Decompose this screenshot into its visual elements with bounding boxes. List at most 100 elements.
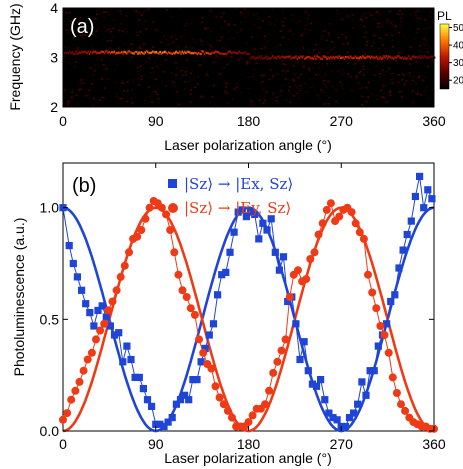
heatmap-line-pixel	[88, 52, 91, 55]
heatmap-line-pixel	[395, 56, 398, 59]
data-point-square	[391, 291, 399, 299]
data-point-square	[143, 396, 152, 404]
heatmap-noise-pixel	[102, 64, 105, 66]
heatmap-noise-pixel	[124, 28, 127, 30]
heatmap-line-pixel	[388, 55, 390, 58]
colorbar-tick-label: 50	[453, 23, 463, 34]
heatmap-line-pixel	[416, 56, 419, 59]
data-point-square	[350, 409, 358, 417]
heatmap-noise-pixel	[131, 79, 134, 81]
heatmap-line-pixel	[406, 57, 409, 60]
data-point-square	[172, 400, 180, 408]
data-point-circle	[294, 266, 302, 275]
heatmap-noise-pixel	[71, 97, 74, 100]
data-point-square	[345, 414, 354, 422]
heatmap-noise-pixel	[283, 17, 286, 20]
data-point-circle	[199, 348, 208, 357]
data-point-circle	[133, 232, 142, 241]
heatmap-noise-pixel	[75, 48, 78, 51]
data-point-square	[308, 380, 316, 388]
heatmap-line-pixel	[310, 57, 312, 60]
heatmap-noise-pixel	[357, 82, 360, 85]
heatmap-noise-pixel	[391, 23, 394, 25]
heatmap-line-pixel	[160, 52, 163, 55]
data-point-square	[185, 396, 193, 404]
heatmap-line-pixel	[252, 56, 254, 59]
heatmap-noise-pixel	[419, 50, 422, 53]
heatmap-noise-pixel	[237, 59, 240, 61]
heatmap-line-pixel	[420, 56, 422, 60]
heatmap-noise-pixel	[391, 78, 394, 81]
heatmap-line-pixel	[318, 56, 321, 59]
data-point-square	[238, 206, 246, 214]
heatmap-line-pixel	[376, 57, 379, 60]
heatmap-line-pixel	[193, 51, 196, 54]
heatmap-noise-pixel	[289, 29, 292, 32]
heatmap-line-pixel	[305, 56, 307, 59]
heatmap-noise-pixel	[301, 33, 304, 36]
heatmap-line-pixel	[411, 56, 414, 59]
heatmap-noise-pixel	[251, 102, 254, 104]
heatmap-noise-pixel	[107, 78, 110, 81]
data-point-square	[119, 358, 127, 366]
heatmap-noise-pixel	[298, 89, 301, 92]
heatmap-noise-pixel	[184, 80, 187, 83]
heatmap-noise-pixel	[112, 27, 115, 30]
heatmap-noise-pixel	[284, 71, 287, 74]
panel-b-x-tick-label: 90	[148, 436, 164, 452]
heatmap-line-pixel	[196, 53, 198, 56]
heatmap-noise-pixel	[287, 89, 290, 92]
data-point-circle	[162, 210, 171, 219]
heatmap-noise-pixel	[381, 25, 384, 27]
heatmap-noise-pixel	[136, 31, 139, 33]
heatmap-noise-pixel	[363, 12, 366, 15]
heatmap-noise-pixel	[299, 88, 302, 90]
heatmap-noise-pixel	[359, 70, 362, 73]
heatmap-noise-pixel	[95, 35, 98, 38]
heatmap-noise-pixel	[190, 89, 193, 91]
heatmap-line-pixel	[203, 53, 206, 56]
heatmap-noise-pixel	[154, 91, 157, 93]
data-point-square	[255, 235, 263, 243]
heatmap-noise-pixel	[147, 8, 150, 10]
heatmap-noise-pixel	[424, 18, 427, 21]
heatmap-noise-pixel	[325, 39, 328, 41]
heatmap-line-pixel	[294, 56, 296, 59]
data-point-circle	[174, 270, 183, 279]
heatmap-line-pixel	[373, 56, 375, 59]
heatmap-noise-pixel	[341, 18, 344, 21]
panel-b-y-tick-label: 0.5	[40, 311, 60, 327]
heatmap-noise-pixel	[191, 23, 193, 25]
heatmap-noise-pixel	[103, 11, 105, 13]
heatmap-noise-pixel	[147, 86, 150, 88]
heatmap-noise-pixel	[327, 32, 330, 35]
heatmap-line-pixel	[151, 50, 154, 53]
heatmap-line-pixel	[430, 55, 432, 58]
data-point-circle	[92, 335, 100, 344]
heatmap-line-pixel	[218, 52, 221, 55]
data-point-square	[263, 226, 271, 234]
heatmap-noise-pixel	[152, 46, 155, 48]
heatmap-noise-pixel	[321, 79, 324, 82]
heatmap-line-pixel	[66, 51, 69, 54]
data-point-circle	[380, 331, 389, 339]
panel-b-x-axis-label: Laser polarization angle (°)	[164, 450, 331, 466]
heatmap-noise-pixel	[414, 91, 417, 94]
heatmap-noise-pixel	[410, 13, 412, 16]
heatmap-noise-pixel	[149, 95, 152, 98]
data-point-circle	[178, 286, 187, 295]
data-point-circle	[376, 322, 385, 330]
panel-a: (a) 2 3 4 0 90 180 270 360 Laser polarization …	[7, 0, 463, 153]
heatmap-noise-pixel	[209, 101, 212, 103]
heatmap-noise-pixel	[365, 44, 368, 46]
heatmap-line-pixel	[276, 56, 279, 59]
heatmap-noise-pixel	[337, 36, 340, 39]
data-point-square	[181, 391, 189, 399]
heatmap-noise-pixel	[119, 97, 122, 100]
heatmap-noise-pixel	[368, 68, 371, 71]
heatmap-noise-pixel	[370, 45, 373, 47]
heatmap-noise-pixel	[107, 27, 110, 30]
data-point-circle	[170, 248, 179, 257]
heatmap-line-pixel	[125, 52, 128, 55]
data-point-square	[267, 215, 275, 223]
